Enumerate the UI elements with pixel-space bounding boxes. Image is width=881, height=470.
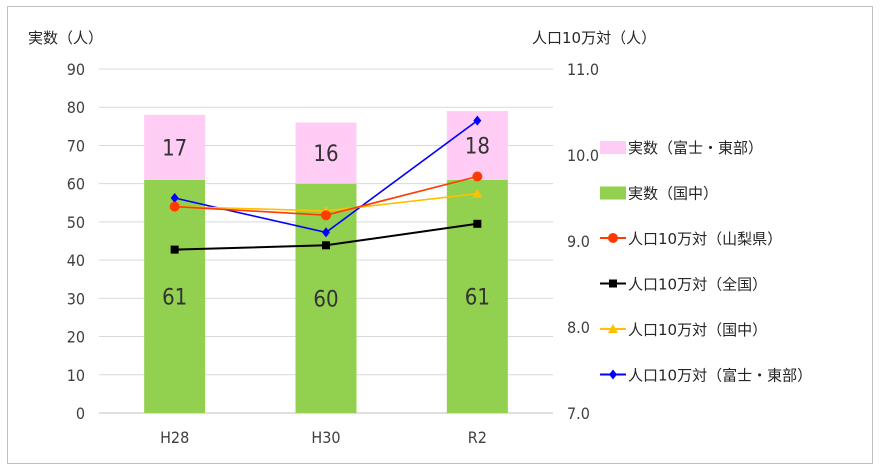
- y-right-axis-title: 人口10万対（人）: [532, 29, 656, 47]
- bar-fuji-tobu-H30: [295, 122, 357, 184]
- bar-label-fuji-tobu: 17: [162, 136, 187, 161]
- legend-marker: [609, 279, 617, 288]
- y-left-tick-label: 70: [67, 136, 85, 155]
- y-right-tick-label: 9.0: [567, 232, 590, 251]
- legend-item: 実数（富士・東部）: [600, 139, 763, 157]
- legend-marker: [608, 324, 618, 333]
- y-left-axis-title: 実数（人）: [28, 29, 103, 47]
- legend-label: 人口10万対（全国）: [628, 276, 767, 294]
- point-人口10万対（富士・東部）: [473, 115, 482, 126]
- y-left-tick-label: 20: [67, 328, 85, 347]
- bar-label-kokuchu: 61: [465, 285, 490, 310]
- legend-marker: [608, 233, 618, 243]
- bar-label-kokuchu: 61: [162, 285, 187, 310]
- bar-fuji-tobu-H28: [144, 114, 206, 180]
- point-人口10万対（富士・東部）: [322, 227, 330, 238]
- point-人口10万対（富士・東部）: [170, 193, 179, 203]
- y-left-tick-label: 50: [67, 213, 85, 232]
- x-tick-label: H28: [160, 428, 189, 447]
- point-人口10万対（山梨県）: [472, 171, 483, 182]
- point-人口10万対（全国）: [170, 245, 179, 254]
- y-left-tick-label: 0: [76, 404, 85, 423]
- x-tick-label: H30: [311, 428, 340, 447]
- y-left-tick-label: 60: [67, 175, 85, 194]
- y-right-tick-label: 8.0: [567, 318, 590, 337]
- bar-kokuchu-H28: [144, 179, 206, 413]
- point-人口10万対（山梨県）: [321, 210, 331, 221]
- legend-item: 実数（国中）: [600, 185, 718, 203]
- legend-item: 人口10万対（国中）: [600, 321, 767, 339]
- legend-item: 人口10万対（山梨県）: [600, 230, 782, 248]
- point-人口10万対（全国）: [322, 241, 330, 250]
- chart-frame: 0 10 20 30 40 50 60 70 80 90 7.0 8.0 9.0 10.0 11.0 実数（人…: [7, 6, 873, 464]
- y-left-tick-label: 10: [67, 366, 85, 385]
- point-人口10万対（全国）: [473, 219, 482, 228]
- bar-label-fuji-tobu: 18: [465, 134, 490, 159]
- legend-label: 実数（国中）: [628, 185, 718, 203]
- x-tick-label: R2: [468, 428, 487, 447]
- legend-marker: [609, 369, 617, 380]
- bar-label-kokuchu: 60: [313, 287, 338, 312]
- legend-label: 人口10万対（国中）: [628, 321, 767, 339]
- legend-item: 人口10万対（全国）: [600, 276, 767, 294]
- point-人口10万対（国中）: [472, 188, 483, 198]
- bar-kokuchu-H30: [295, 183, 357, 413]
- legend-item: 人口10万対（富士・東部）: [600, 367, 812, 385]
- chart-svg: 0 10 20 30 40 50 60 70 80 90 7.0 8.0 9.0 10.0 11.0 実数（人…: [28, 29, 812, 447]
- bar-kokuchu-R2: [446, 179, 508, 413]
- y-left-tick-label: 90: [67, 60, 85, 79]
- y-right-tick-label: 10.0: [567, 146, 599, 165]
- legend-label: 人口10万対（富士・東部）: [628, 367, 812, 385]
- bar-label-fuji-tobu: 16: [313, 142, 338, 167]
- y-left-tick-label: 80: [67, 98, 85, 117]
- legend-swatch: [600, 186, 626, 200]
- y-right-tick-label: 11.0: [567, 60, 599, 79]
- legend-label: 実数（富士・東部）: [628, 139, 763, 157]
- y-right-tick-label: 7.0: [567, 404, 590, 423]
- y-left-tick-label: 30: [67, 289, 85, 308]
- y-left-tick-label: 40: [67, 251, 85, 270]
- legend-swatch: [600, 141, 626, 154]
- point-人口10万対（山梨県）: [169, 201, 180, 212]
- legend-label: 人口10万対（山梨県）: [628, 230, 782, 248]
